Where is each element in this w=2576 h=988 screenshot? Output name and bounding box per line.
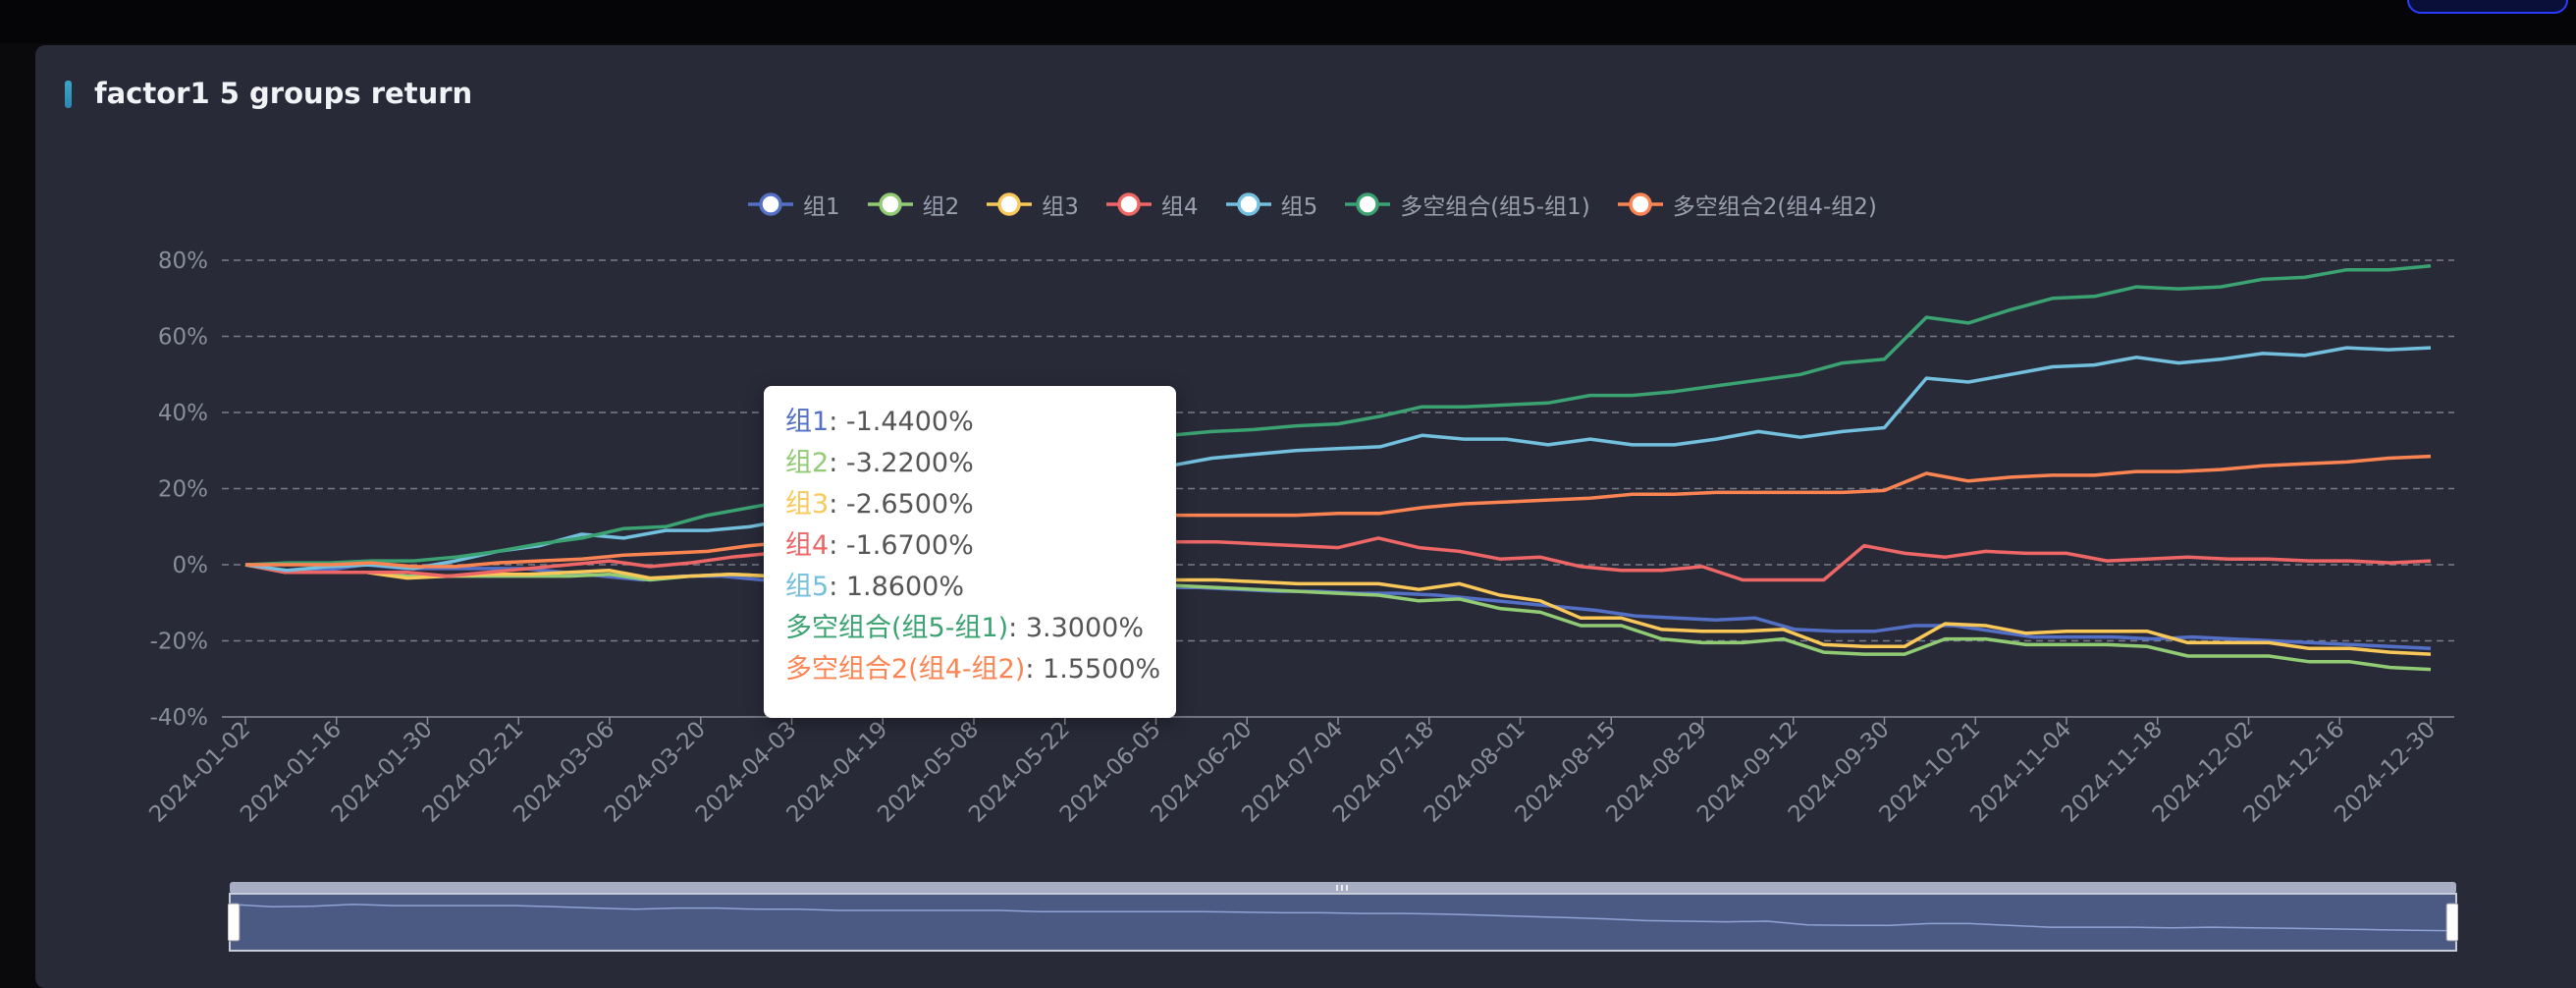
- tooltip-series-name: 多空组合2(组4-组2): [785, 654, 1026, 685]
- y-tick-label: 20%: [158, 477, 208, 503]
- tooltip-row-4: 组4: -1.6700%: [785, 525, 1154, 567]
- zoom-handle-left[interactable]: [228, 903, 241, 942]
- series-line-4: [244, 536, 2432, 582]
- tooltip-series-value: : -1.6700%: [829, 530, 974, 561]
- tooltip-row-7: 多空组合2(组4-组2): 1.5500%: [785, 649, 1160, 690]
- legend-label: 组2: [922, 194, 960, 220]
- tooltip-series-value: : 1.5500%: [1025, 654, 1161, 685]
- legend-item-2[interactable]: 组2: [866, 188, 960, 221]
- tooltip-series-value: : 1.8600%: [829, 572, 964, 602]
- zoom-overview-line: [231, 904, 2455, 932]
- tooltip-series-value: : -3.2200%: [829, 448, 974, 478]
- y-tick-label: 80%: [158, 248, 208, 274]
- series-line-2: [244, 563, 2432, 672]
- zoom-top-bar[interactable]: [230, 882, 2456, 894]
- tooltip-row-1: 组1: -1.4400%: [785, 402, 1154, 443]
- y-tick-label: 0%: [173, 553, 209, 578]
- data-zoom-slider[interactable]: [228, 882, 2458, 953]
- legend-item-5[interactable]: 组5: [1224, 188, 1318, 221]
- series-line-7: [245, 454, 2432, 569]
- chart-card: [35, 45, 2576, 988]
- legend-item-4[interactable]: 组4: [1104, 188, 1199, 221]
- legend-item-7[interactable]: 多空组合2(组4-组2): [1616, 188, 1877, 221]
- legend-item-3[interactable]: 组3: [985, 188, 1079, 221]
- tooltip-row-6: 多空组合(组5-组1): 3.3000%: [785, 608, 1154, 649]
- series-line-5: [244, 346, 2432, 573]
- legend-label: 组4: [1160, 194, 1199, 220]
- legend-label: 组3: [1042, 194, 1079, 220]
- legend-marker-icon: [1225, 192, 1271, 216]
- legend-item-1[interactable]: 组1: [746, 188, 840, 221]
- legend-marker-icon: [867, 192, 913, 216]
- legend-label: 多空组合(组5-组1): [1400, 194, 1590, 220]
- tooltip-series-name: 多空组合(组5-组1): [785, 613, 1009, 643]
- legend-label: 组1: [803, 194, 840, 220]
- legend-marker-icon: [1105, 192, 1152, 216]
- y-tick-label: -20%: [150, 630, 208, 655]
- tooltip-series-value: : 3.3000%: [1008, 613, 1144, 643]
- y-tick-label: 40%: [158, 401, 208, 426]
- tooltip-series-name: 组3: [785, 489, 830, 520]
- series-line-6: [244, 264, 2432, 567]
- tooltip-series-name: 组2: [785, 448, 830, 478]
- tooltip-row-3: 组3: -2.6500%: [785, 484, 1154, 525]
- zoom-window[interactable]: [229, 893, 2457, 952]
- series-line-3: [244, 563, 2432, 656]
- y-tick-label: -40%: [150, 705, 208, 731]
- legend-marker-icon: [1617, 192, 1663, 216]
- legend-item-6[interactable]: 多空组合(组5-组1): [1343, 188, 1590, 221]
- legend-marker-icon: [1345, 192, 1391, 216]
- title-accent-bar: [65, 81, 72, 108]
- tooltip-series-value: : -1.4400%: [829, 407, 974, 437]
- chart-title: factor1 5 groups return: [94, 77, 473, 110]
- chart-legend: 组1 组2 组3 组4 组5 多空组合(组5-组1) 多空组合2(组4-组2): [746, 187, 1877, 222]
- y-tick-label: 60%: [158, 325, 208, 351]
- tooltip-series-name: 组1: [785, 407, 830, 437]
- legend-marker-icon: [987, 192, 1033, 216]
- legend-label: 组5: [1280, 194, 1318, 220]
- tooltip-row-5: 组5: 1.8600%: [785, 567, 1154, 608]
- legend-label: 多空组合2(组4-组2): [1672, 194, 1877, 220]
- tooltip-series-value: : -2.6500%: [829, 489, 974, 520]
- tooltip-series-name: 组5: [785, 572, 830, 602]
- top-strip: [0, 0, 2576, 43]
- chart-tooltip: 组1: -1.4400% 组2: -3.2200% 组3: -2.6500% 组4: …: [764, 386, 1176, 718]
- tooltip-row-2: 组2: -3.2200%: [785, 443, 1154, 484]
- legend-marker-icon: [748, 192, 793, 216]
- zoom-handle-right[interactable]: [2445, 903, 2458, 942]
- tooltip-series-name: 组4: [785, 530, 830, 561]
